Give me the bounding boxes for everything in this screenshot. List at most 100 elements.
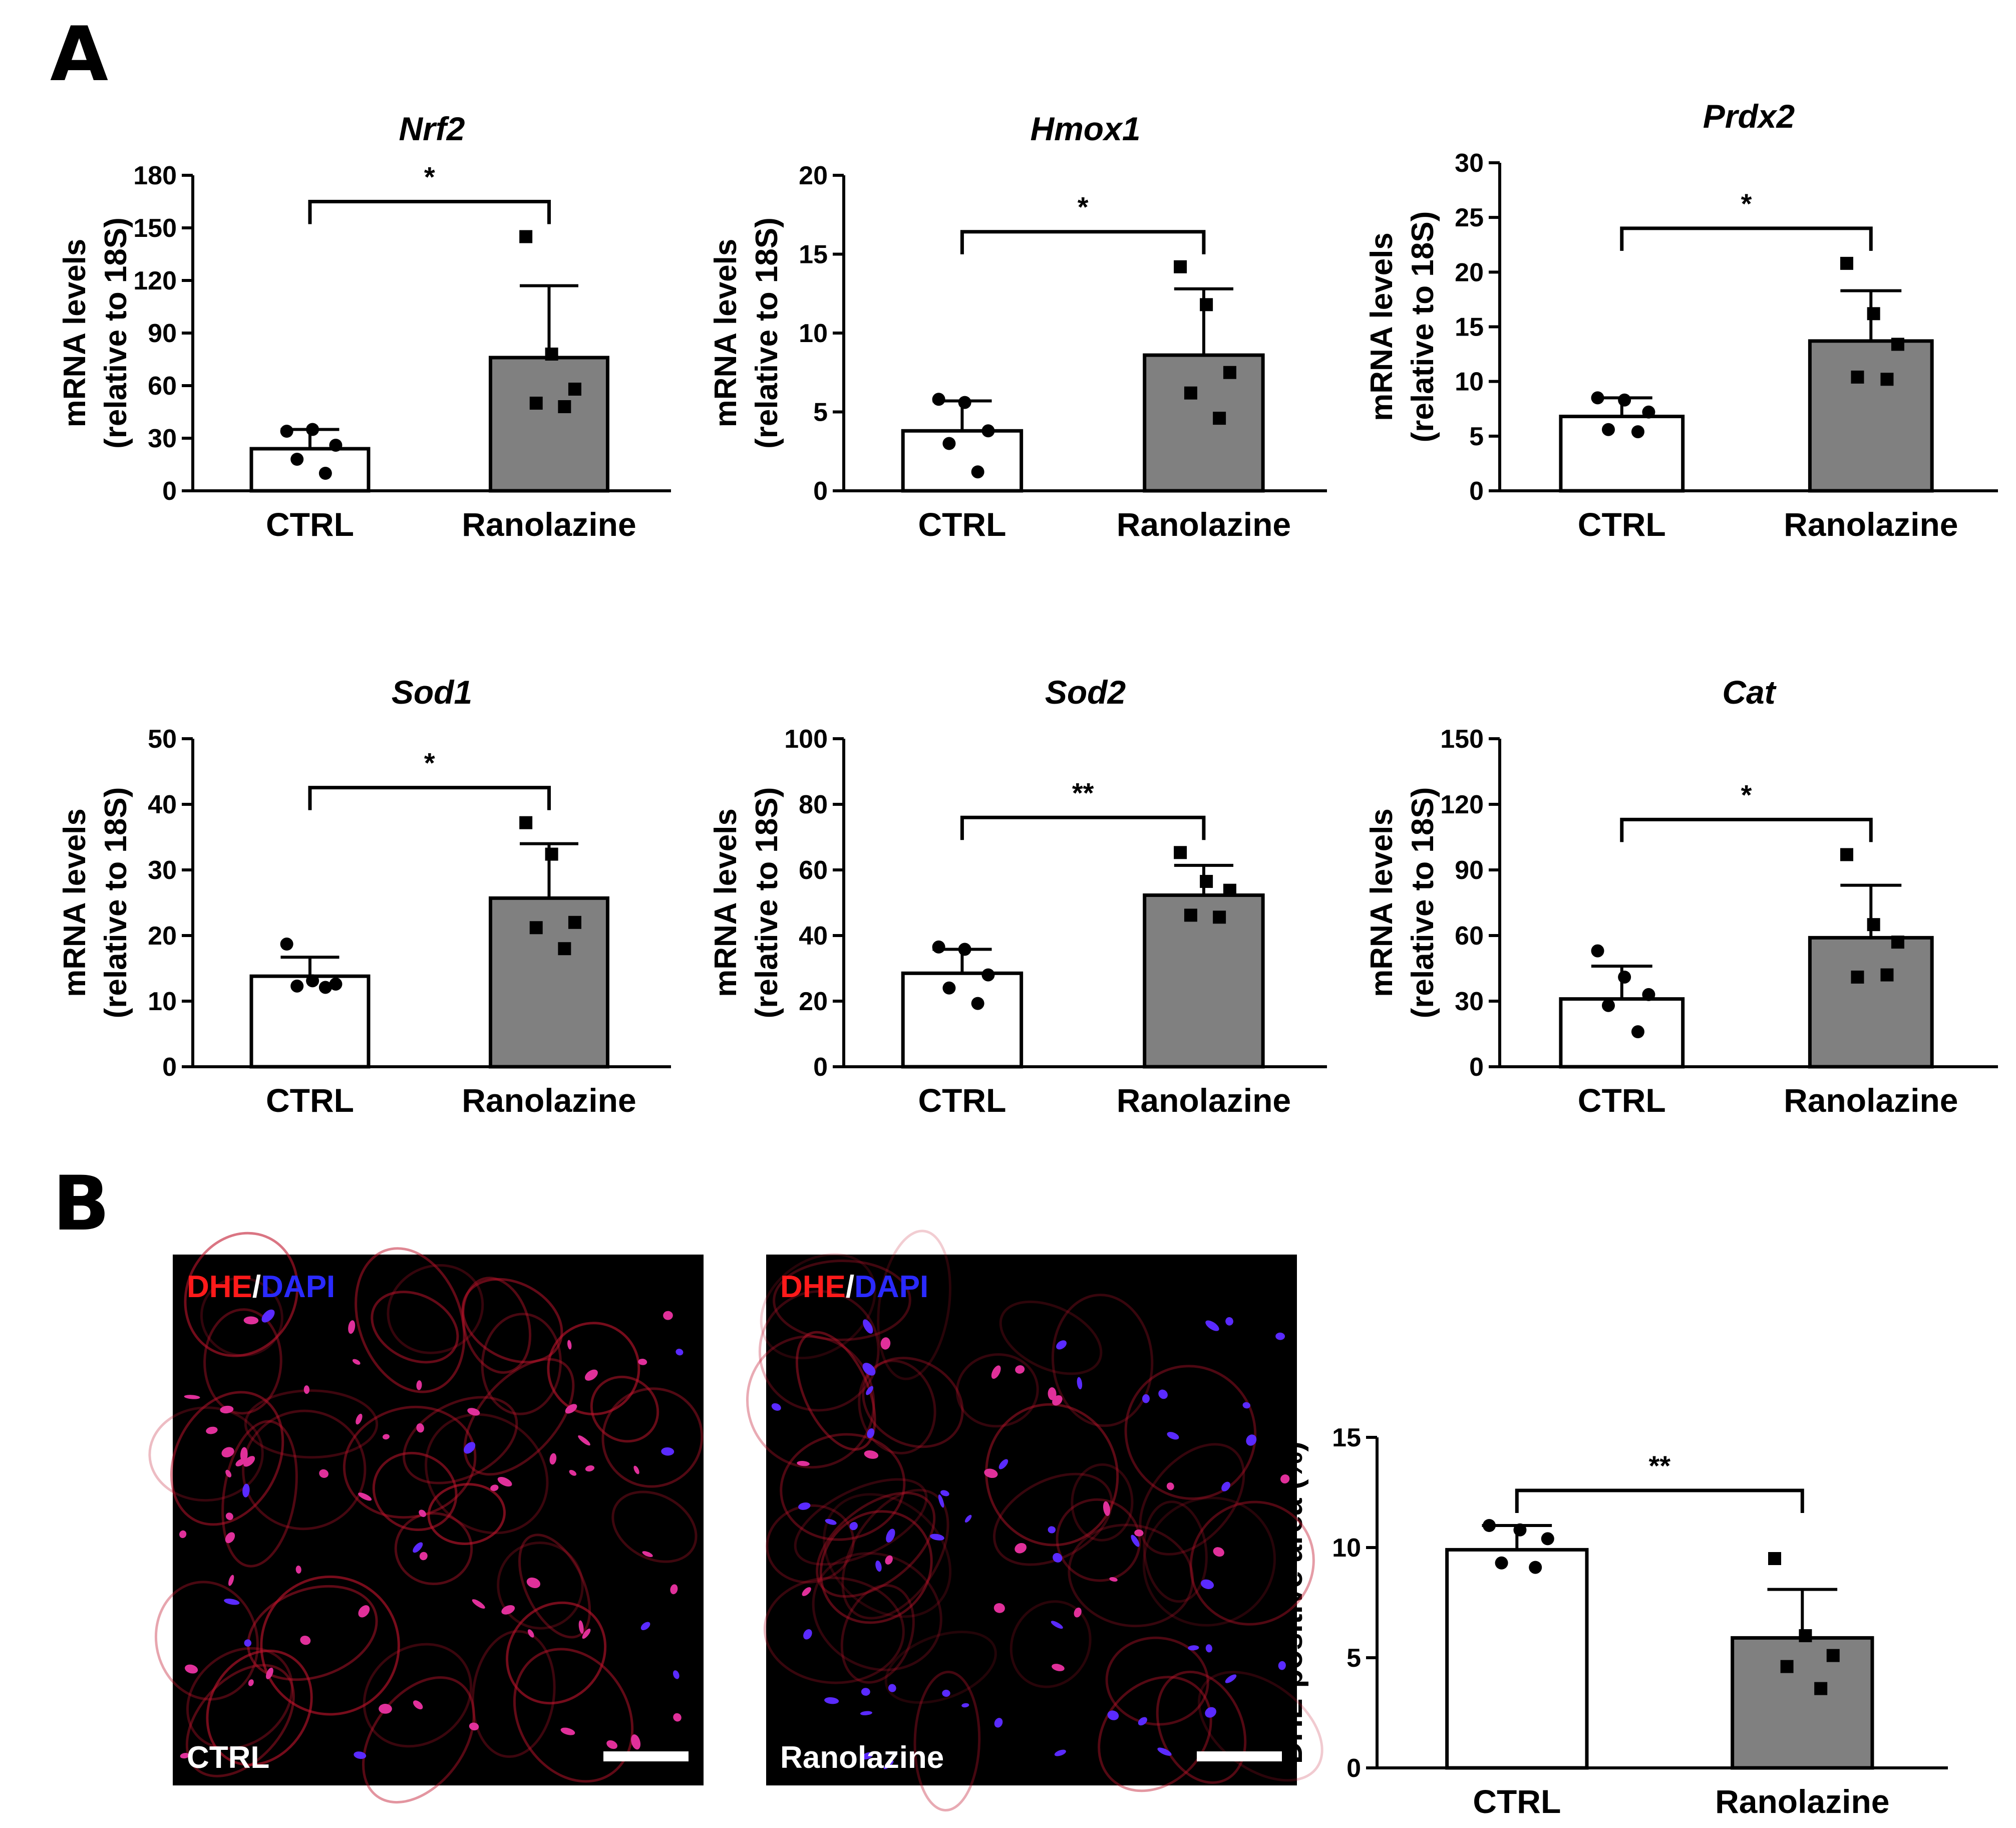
nucleus: [225, 1532, 235, 1544]
nucleus: [673, 1713, 682, 1722]
nucleus: [883, 1760, 894, 1769]
data-point: [1780, 1660, 1794, 1673]
significance-bracket: [308, 200, 551, 224]
nucleus: [663, 1311, 673, 1320]
y-axis-label-line: mRNA levels: [1365, 808, 1399, 997]
y-tick-label: 5: [1469, 422, 1484, 451]
cell-outline: [601, 1387, 704, 1488]
nucleus: [849, 1521, 858, 1531]
data-point: [1184, 908, 1197, 922]
y-tick-label: 150: [1440, 725, 1484, 754]
nucleus: [638, 1358, 647, 1365]
nucleus: [300, 1636, 311, 1645]
data-point: [1631, 1025, 1644, 1039]
cell-outline: [955, 1353, 1039, 1428]
x-tick-label: CTRL: [1473, 1783, 1561, 1820]
cell-outline: [481, 1313, 562, 1415]
data-point: [318, 981, 332, 994]
nucleus: [348, 1320, 356, 1334]
y-tick-label: 80: [799, 790, 828, 819]
nucleus: [1103, 1501, 1111, 1516]
nucleus: [225, 1512, 233, 1520]
nucleus: [1052, 1664, 1065, 1671]
cell-outline: [247, 1585, 378, 1681]
y-axis-label: mRNA levels (relative to 18S): [1365, 211, 1440, 443]
bar-ctrl: [1559, 997, 1685, 1069]
cell-outline: [780, 1433, 906, 1541]
data-point: [1223, 366, 1236, 379]
nucleus: [994, 1718, 1003, 1728]
nucleus: [863, 1319, 873, 1334]
nucleus: [824, 1697, 839, 1704]
nucleus: [798, 1502, 811, 1510]
cell-outline: [746, 1335, 875, 1469]
significance-bracket: [308, 786, 551, 810]
nucleus: [240, 1447, 248, 1462]
stain-separator: /: [846, 1270, 854, 1304]
y-tick-label: 50: [148, 725, 177, 754]
nucleus: [1048, 1526, 1056, 1534]
cell-outline: [387, 1264, 484, 1354]
cell-outline: [462, 1277, 532, 1374]
data-point: [1200, 298, 1213, 312]
data-point: [1768, 1552, 1781, 1565]
panel-label-a: A: [50, 11, 108, 98]
data-point: [529, 397, 543, 410]
chart-hmox1: Hmox1 mRNA levels (relative to 18S) 0 5 10 15 2…: [709, 110, 1327, 543]
cell-outline: [547, 1322, 640, 1416]
chart-title: Sod2: [1045, 674, 1126, 711]
nucleus: [413, 1700, 423, 1710]
data-point: [981, 968, 995, 982]
chart-dhe-area: DHE-positive area (%)051015CTRLRanolazin…: [1274, 1423, 1948, 1820]
y-tick-label: 20: [799, 161, 828, 190]
data-point: [958, 943, 971, 956]
x-tick-label: Ranolazine: [1784, 1082, 1958, 1119]
nucleus: [1015, 1543, 1027, 1554]
y-tick-label: 90: [148, 319, 177, 348]
x-tick-label: Ranolazine: [1117, 1082, 1291, 1119]
y-tick-label: 60: [799, 856, 828, 885]
y-tick-label: 25: [1455, 203, 1484, 232]
nucleus: [243, 1456, 255, 1467]
data-point: [1601, 423, 1615, 436]
cell-outline: [184, 1232, 299, 1357]
chart-nrf2: Nrf2 mRNA levels (relative to 18S) 0 30 60 90 1…: [58, 110, 671, 543]
data-point: [971, 997, 984, 1010]
nucleus: [642, 1551, 653, 1558]
data-point: [981, 424, 995, 438]
data-point: [1891, 338, 1904, 351]
cell-outline: [763, 1577, 905, 1684]
cell-outline: [812, 1552, 942, 1671]
cell-outline: [394, 1512, 473, 1586]
data-point: [280, 425, 293, 438]
y-tick-label: 20: [148, 922, 177, 951]
nucleus: [633, 1465, 639, 1474]
nucleus: [184, 1395, 200, 1399]
nucleus: [358, 1492, 372, 1501]
y-tick-label: 10: [799, 319, 828, 348]
data-point: [1840, 256, 1854, 270]
bar-ranolazine: [1808, 936, 1934, 1069]
nucleus: [771, 1403, 781, 1411]
significance-label: *: [1741, 779, 1752, 810]
y-tick-label: 90: [1455, 856, 1484, 885]
y-axis-label-line: mRNA levels: [709, 808, 743, 997]
data-point: [1642, 405, 1655, 419]
cell-outline: [1071, 1463, 1134, 1542]
nucleus: [1054, 1749, 1066, 1756]
cell-outline: [877, 1230, 951, 1380]
nucleus: [527, 1629, 534, 1638]
y-tick-label: 60: [148, 372, 177, 401]
cell-outline: [1010, 1600, 1092, 1688]
significance-label: *: [1741, 188, 1752, 219]
nucleus: [1053, 1553, 1063, 1563]
y-tick-label: 0: [1469, 1053, 1484, 1082]
y-axis-label-line: (relative to 18S): [1406, 211, 1440, 443]
chart-title: Nrf2: [399, 110, 465, 147]
nucleus: [1051, 1621, 1063, 1629]
nucleus: [1280, 1474, 1290, 1484]
y-axis-label: mRNA levels (relative to 18S): [58, 217, 133, 449]
data-point: [1642, 988, 1655, 1001]
nucleus: [1074, 1607, 1082, 1618]
stain-label: DHE/DAPI: [187, 1270, 335, 1304]
